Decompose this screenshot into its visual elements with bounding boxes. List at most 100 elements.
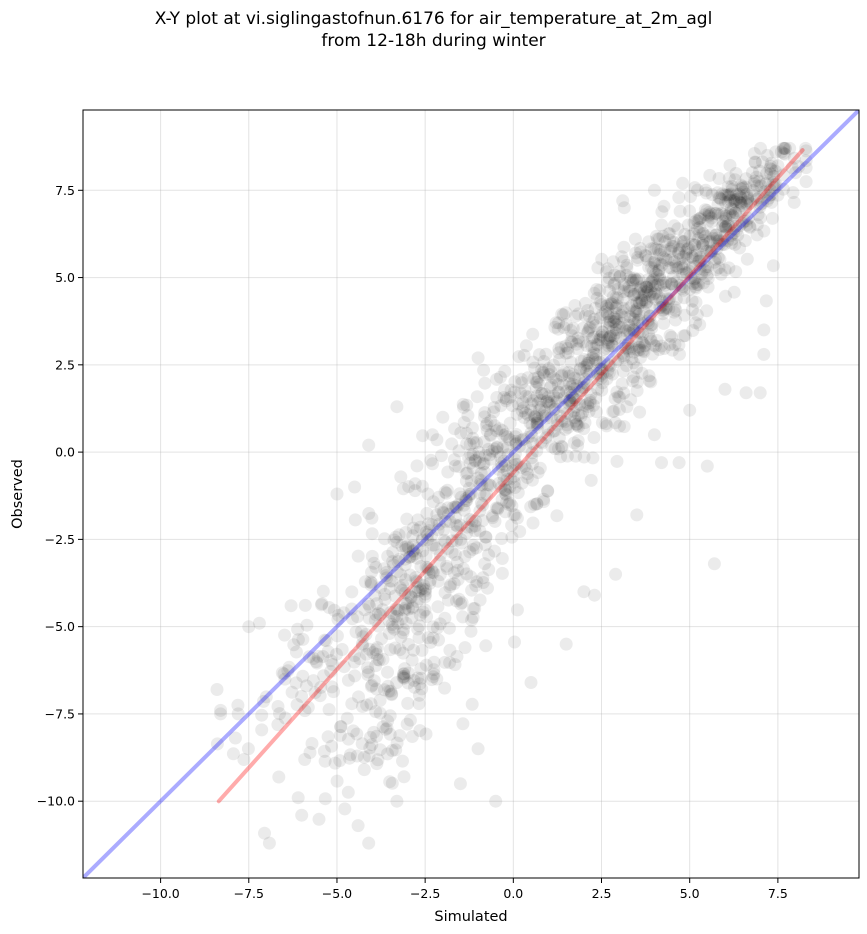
data-point xyxy=(360,647,374,661)
data-point xyxy=(627,324,641,338)
data-point xyxy=(649,267,663,281)
data-point xyxy=(771,159,785,173)
data-point xyxy=(684,271,698,285)
data-point xyxy=(570,379,584,393)
data-point xyxy=(465,697,479,711)
data-point xyxy=(564,323,578,337)
data-point xyxy=(740,187,754,201)
data-point xyxy=(398,603,412,617)
data-point xyxy=(506,464,520,478)
data-point xyxy=(460,466,474,480)
data-point xyxy=(375,632,388,646)
data-point xyxy=(605,336,619,350)
data-point xyxy=(500,495,514,509)
data-point xyxy=(503,480,517,494)
data-point xyxy=(659,301,673,314)
data-point xyxy=(732,195,746,209)
data-point xyxy=(442,621,456,635)
data-point xyxy=(614,331,628,345)
data-point xyxy=(501,448,515,462)
data-point xyxy=(636,327,650,341)
data-point xyxy=(688,238,702,252)
y-tick-label: −7.5 xyxy=(45,706,75,721)
data-point xyxy=(454,426,468,440)
data-point xyxy=(683,204,696,218)
data-point xyxy=(697,276,710,290)
data-point xyxy=(387,533,401,547)
data-point xyxy=(395,583,409,597)
data-point xyxy=(651,268,665,282)
data-point xyxy=(629,246,643,260)
data-point xyxy=(446,501,460,514)
data-point xyxy=(547,389,561,403)
data-point xyxy=(644,242,658,256)
data-point xyxy=(758,184,772,198)
data-point xyxy=(676,283,690,297)
data-point xyxy=(521,371,535,385)
data-point xyxy=(538,405,552,419)
data-point xyxy=(609,312,623,326)
data-point xyxy=(512,350,526,364)
data-point xyxy=(303,746,317,759)
data-point xyxy=(669,292,683,306)
data-point xyxy=(530,497,544,511)
data-point xyxy=(556,400,570,414)
data-point xyxy=(490,501,503,515)
data-point xyxy=(430,514,444,528)
data-point xyxy=(694,250,708,264)
data-point xyxy=(769,178,783,191)
data-point xyxy=(548,442,562,456)
data-point xyxy=(370,757,384,771)
data-point xyxy=(369,608,383,622)
data-point xyxy=(712,172,726,185)
data-point xyxy=(308,686,322,700)
data-point xyxy=(693,250,707,264)
data-point xyxy=(443,515,457,529)
data-point xyxy=(590,291,604,305)
data-point xyxy=(485,444,499,458)
data-point xyxy=(783,141,797,155)
data-point xyxy=(301,700,315,714)
data-point xyxy=(322,703,336,717)
data-point xyxy=(470,575,484,589)
data-point xyxy=(686,277,700,290)
data-point xyxy=(355,624,368,638)
data-point xyxy=(577,353,591,366)
data-point xyxy=(644,275,658,289)
plot-frame xyxy=(82,109,860,879)
data-point xyxy=(441,501,455,515)
data-point xyxy=(656,229,670,243)
data-point xyxy=(510,457,524,471)
data-point xyxy=(555,368,569,382)
data-point xyxy=(674,234,688,248)
data-point xyxy=(713,237,727,251)
data-point xyxy=(570,417,584,431)
data-point xyxy=(550,509,564,523)
data-point xyxy=(533,461,547,475)
data-point xyxy=(451,519,464,533)
data-point xyxy=(499,428,512,441)
data-point xyxy=(497,391,511,404)
data-point xyxy=(228,731,242,745)
data-point xyxy=(334,720,348,734)
data-point xyxy=(685,294,699,308)
data-point xyxy=(641,253,655,267)
data-point xyxy=(617,349,630,363)
data-point xyxy=(728,206,742,220)
data-point xyxy=(383,582,397,596)
data-point xyxy=(739,180,752,194)
data-point xyxy=(445,534,459,548)
data-point xyxy=(478,489,492,503)
data-point xyxy=(760,194,774,208)
data-point xyxy=(635,366,649,380)
data-point xyxy=(419,549,433,563)
data-point xyxy=(625,299,639,313)
data-point xyxy=(776,168,790,182)
data-point xyxy=(384,606,398,619)
data-point xyxy=(388,641,402,655)
data-point xyxy=(414,560,428,573)
data-point xyxy=(673,204,687,218)
data-point xyxy=(682,264,696,278)
data-point xyxy=(592,333,606,347)
data-point xyxy=(528,361,542,375)
